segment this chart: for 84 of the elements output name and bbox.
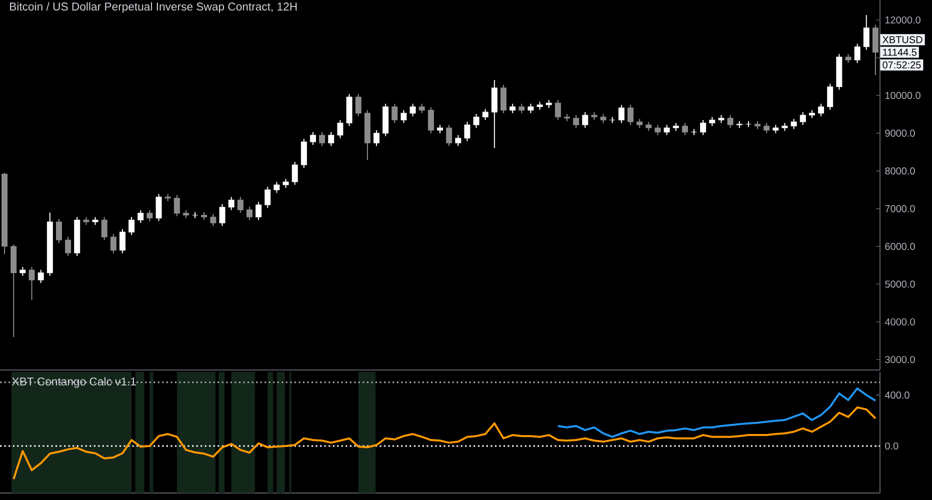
candlestick <box>156 193 162 222</box>
candlestick <box>709 116 716 127</box>
candlestick <box>664 124 670 136</box>
candlestick <box>446 124 452 147</box>
candlestick <box>854 43 860 64</box>
candlestick <box>110 233 116 254</box>
candlestick <box>246 206 252 220</box>
candlestick <box>636 118 643 128</box>
candlestick <box>528 103 534 114</box>
candlestick <box>654 124 661 136</box>
candlestick <box>56 218 62 244</box>
text: 07:52:25 <box>882 61 921 68</box>
candlestick <box>418 103 425 114</box>
candlestick <box>174 194 180 217</box>
candlestick <box>101 216 108 240</box>
candlestick <box>473 113 480 128</box>
candlestick <box>800 112 806 126</box>
candlestick <box>727 114 734 128</box>
candlestick <box>219 204 226 227</box>
candlestick <box>337 119 344 139</box>
y-tick-label: 4000.0 <box>884 318 915 326</box>
candlestick <box>600 113 606 124</box>
y-tick-label: 3000.0 <box>885 356 915 364</box>
y-tick-label: 10000.0 <box>885 92 920 100</box>
candlestick <box>428 106 434 134</box>
candlestick <box>400 110 407 124</box>
candlestick <box>355 93 362 117</box>
candlestick <box>518 103 525 114</box>
candlestick <box>410 103 416 117</box>
candlestick <box>628 104 634 126</box>
candlestick <box>618 104 624 124</box>
candlestick <box>138 210 144 224</box>
y-tick-label: 7000.0 <box>885 205 915 212</box>
y-tick-label: 400.0 <box>884 392 910 399</box>
candlestick <box>464 121 470 142</box>
candlestick <box>818 103 824 117</box>
candlestick <box>310 132 316 146</box>
candlestick <box>682 122 688 136</box>
candlestick <box>573 114 580 128</box>
candlestick <box>745 120 752 128</box>
candlestick <box>790 118 797 130</box>
candlestick <box>863 14 870 50</box>
y-tick-label: 9000.0 <box>885 130 915 137</box>
candlestick <box>510 103 516 114</box>
candlestick <box>256 201 262 220</box>
candlestick <box>28 266 35 300</box>
candlestick <box>146 210 153 222</box>
candlestick <box>38 269 44 284</box>
y-tick-label: 6000.0 <box>885 242 915 250</box>
text: XBTUSD <box>882 36 922 44</box>
candlestick <box>264 186 271 208</box>
candlestick <box>328 132 334 147</box>
candlestick <box>319 132 326 147</box>
candlestick <box>282 178 289 188</box>
y-tick-label: 0.0 <box>885 442 898 450</box>
candlestick <box>300 138 307 168</box>
chart-title: Bitcoin / US Dollar Perpetual Inverse Swap Contract, 12H <box>10 2 297 13</box>
candlestick <box>764 122 770 134</box>
candlestick <box>500 84 506 114</box>
candlestick <box>237 196 244 214</box>
line-series <box>556 387 876 438</box>
candlestick <box>374 130 380 147</box>
candlestick <box>128 216 135 236</box>
candlestick <box>210 213 216 227</box>
candlestick <box>827 83 834 110</box>
candlestick <box>228 196 234 211</box>
candlestick <box>554 99 561 120</box>
candlestick <box>119 228 126 254</box>
candlestick <box>482 108 488 120</box>
y-tick-label: 8000.0 <box>885 167 915 174</box>
candlestick <box>845 53 852 64</box>
candlestick <box>582 112 588 128</box>
candlestick <box>274 181 280 194</box>
candlestick <box>392 103 398 124</box>
candlestick <box>192 212 198 219</box>
y-tick-label: 5000.0 <box>885 280 915 288</box>
text: 11144.5 <box>883 48 917 56</box>
candlestick <box>292 161 298 186</box>
candlestick <box>65 236 72 257</box>
y-tick-label: 12000.0 <box>885 16 920 24</box>
chart-title: XBT Contango Calc v1.1 <box>12 377 136 388</box>
candlestick <box>700 119 706 136</box>
candlestick <box>455 134 462 147</box>
candlestick <box>646 121 652 132</box>
